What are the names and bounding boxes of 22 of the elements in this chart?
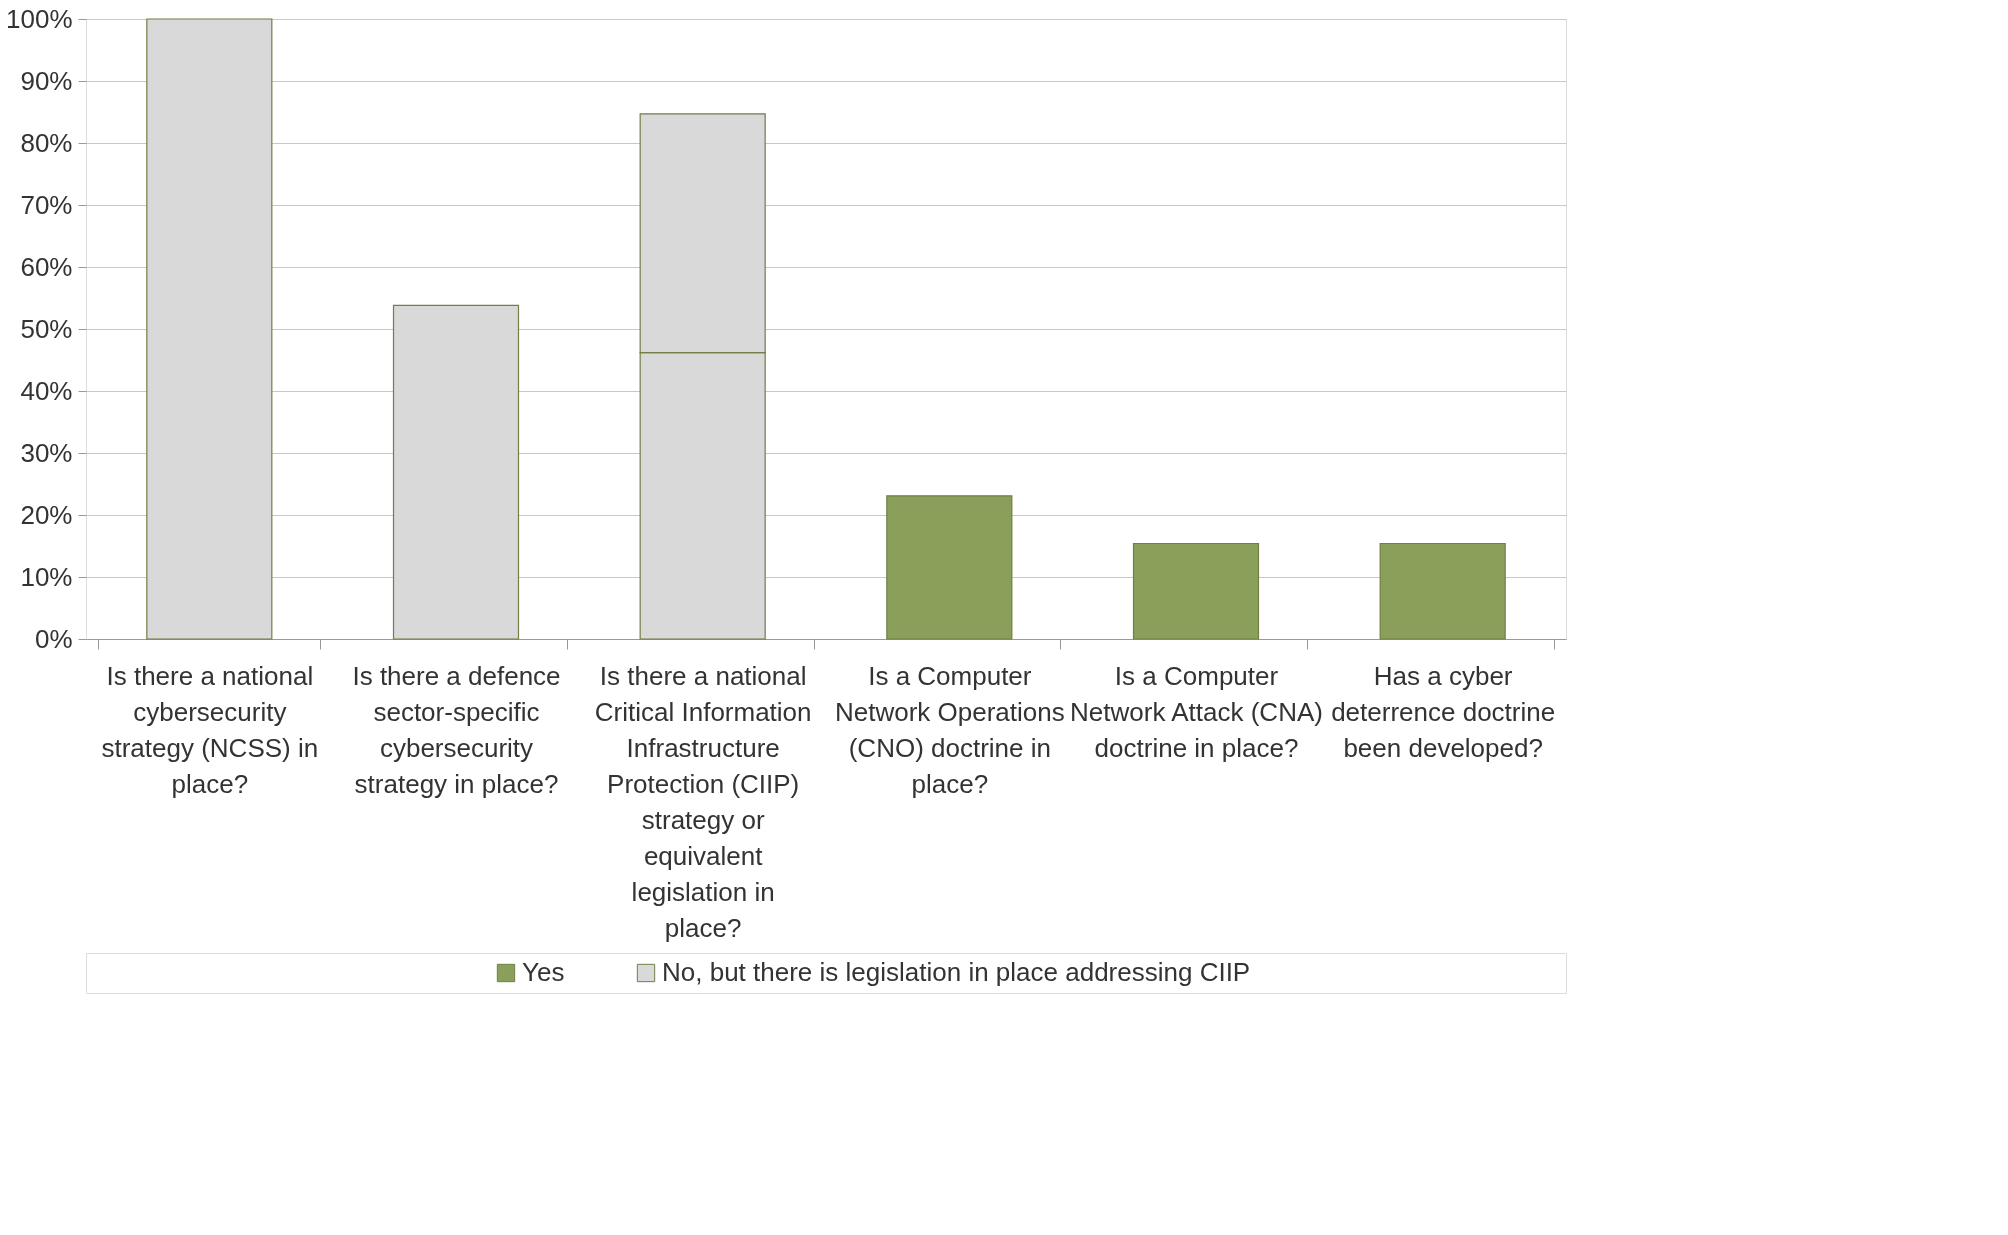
bar	[1379, 542, 1506, 640]
y-tick-label: 30%	[20, 437, 73, 468]
y-tick-label: 40%	[20, 375, 73, 406]
x-tick-label: Is there a national Critical Information Infrastructure Protection (CIIP) strategy or equivalent legislation in place?	[594, 660, 812, 943]
x-tick-label: Has a cyber deterrence doctrine been developed?	[1331, 660, 1556, 763]
y-tick-label: 60%	[20, 251, 73, 282]
legend-label: Yes	[522, 957, 565, 987]
bar	[886, 495, 1013, 640]
bar	[1132, 542, 1260, 640]
y-tick-label: 90%	[20, 65, 73, 96]
y-tick-label: 20%	[20, 499, 73, 530]
y-tick-label: 50%	[20, 313, 73, 344]
y-tick-label: 10%	[20, 561, 73, 592]
y-tick-label: 100%	[6, 3, 73, 34]
legend-label: No, but there is legislation in place addressing CIIP	[662, 957, 1251, 987]
x-tick-label: Is there a defence sector-specific cybersecurity strategy in place?	[352, 660, 561, 799]
y-tick-label: 0%	[34, 623, 73, 654]
x-tick-label: Is a Computer Network Operations (CNO) doctrine in place?	[834, 660, 1065, 799]
x-tick-label: Is a Computer Network Attack (CNA) doctrine in place?	[1070, 660, 1323, 763]
y-tick-label: 80%	[20, 127, 73, 158]
x-tick-label: Is there a national cybersecurity strategy (NCSS) in place?	[101, 660, 319, 799]
y-tick-label: 70%	[20, 189, 73, 220]
